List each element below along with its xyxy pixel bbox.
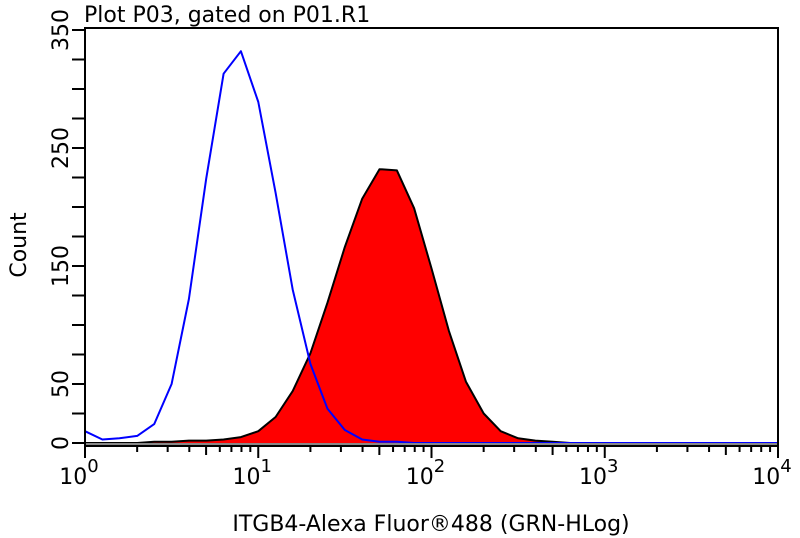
x-axis-label: ITGB4-Alexa Fluor®488 (GRN-HLog) <box>232 512 629 537</box>
y-tick-label: 50 <box>49 370 74 398</box>
x-tick-label: 100 <box>59 456 98 490</box>
y-tick-label: 150 <box>49 245 74 287</box>
y-tick-label: 0 <box>49 436 74 450</box>
y-axis-label: Count <box>7 212 32 278</box>
y-tick-label: 350 <box>49 9 74 51</box>
series-filled-area <box>85 169 778 443</box>
x-tick-label: 103 <box>579 456 618 490</box>
chart-title: Plot P03, gated on P01.R1 <box>84 3 370 28</box>
x-tick-label: 104 <box>752 456 791 490</box>
y-tick-label: 250 <box>49 127 74 169</box>
x-tick-label: 101 <box>233 456 272 490</box>
x-tick-label: 102 <box>406 456 445 490</box>
